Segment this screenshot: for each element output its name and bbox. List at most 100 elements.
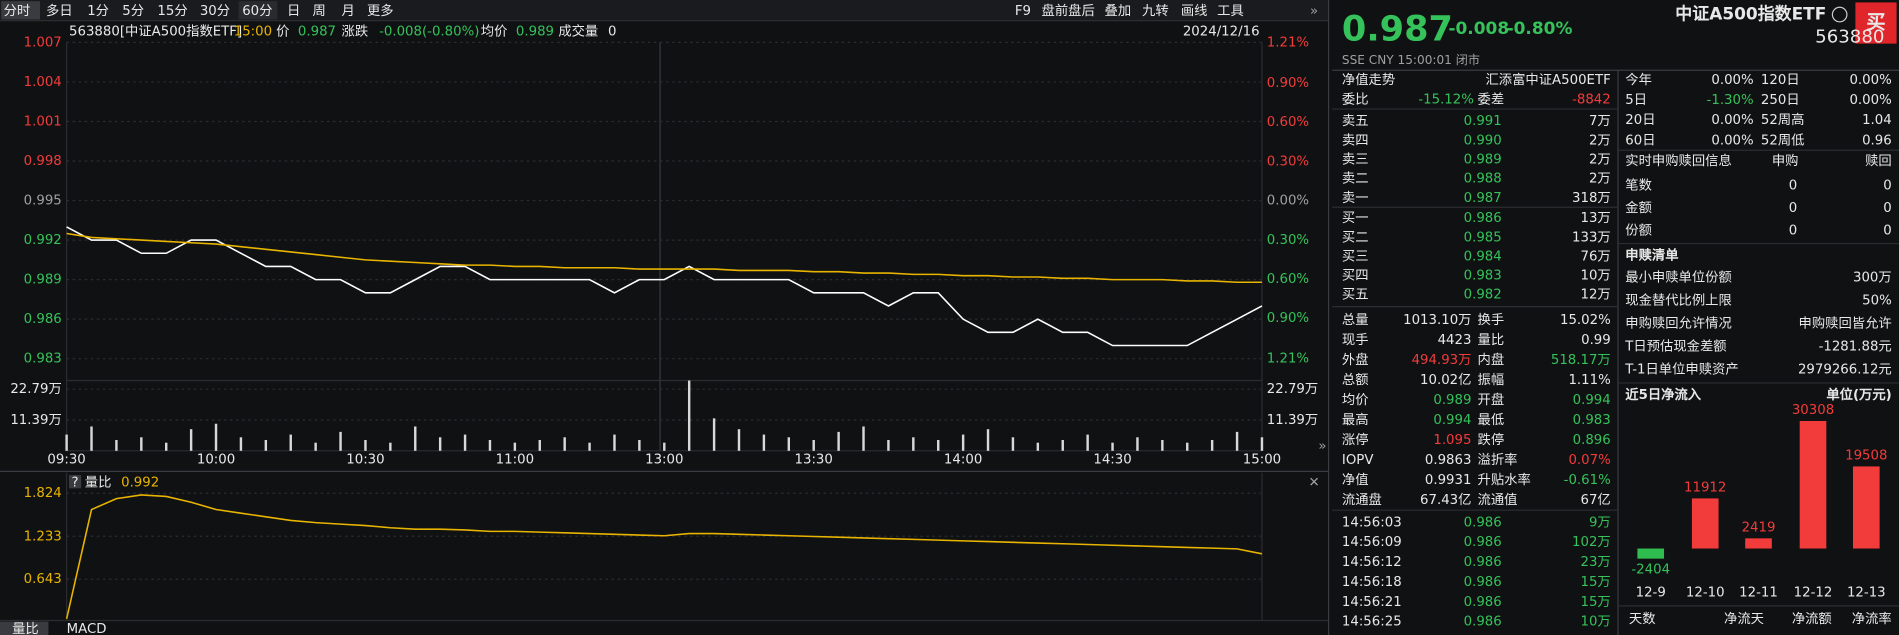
stat-label: 流通值	[1478, 492, 1518, 508]
stat-label: 外盘	[1342, 351, 1369, 368]
toolbar-button[interactable]: 画线	[1181, 3, 1208, 19]
price-line	[66, 232, 1262, 284]
trade-price: 0.986	[1464, 515, 1502, 530]
trade-volume: 15万	[1581, 575, 1611, 590]
toolbar-tab[interactable]: 多日	[46, 2, 73, 19]
volume-tick-label: 11.39万	[1267, 413, 1318, 428]
toolbar-tab[interactable]: 月	[342, 4, 355, 19]
inflow-bar	[1637, 548, 1665, 559]
label: 0.00%	[1711, 133, 1753, 148]
volume-bar	[588, 442, 591, 451]
toolbar-button[interactable]: 工具	[1217, 4, 1244, 19]
stat-label: 总额	[1342, 372, 1369, 388]
price-line	[66, 226, 1263, 347]
y2-tick-label: 0.00%	[1267, 194, 1309, 209]
info-vol-label: 成交量	[558, 23, 598, 40]
info-price-label: 价	[276, 25, 289, 40]
trade-time: 14:56:18	[1342, 575, 1402, 590]
stat-label: 振幅	[1478, 372, 1505, 388]
stat-label: 换手	[1478, 312, 1505, 328]
toolbar-button[interactable]: 九转	[1142, 3, 1169, 19]
volume-tick-label: 11.39万	[10, 413, 61, 428]
toolbar-button[interactable]: 叠加	[1105, 3, 1132, 19]
buy-button[interactable]	[1855, 2, 1897, 44]
book-price: 0.990	[1464, 133, 1502, 148]
info-icon[interactable]	[1831, 6, 1848, 23]
footer-label: 净流天	[1724, 611, 1764, 627]
toolbar-tab[interactable]: 15分	[157, 3, 187, 19]
bottom-tab[interactable]: MACD	[67, 622, 107, 635]
stat-label: 流通盘	[1342, 491, 1382, 508]
x-tick-label: 12-10	[1686, 586, 1725, 601]
label: 委差	[1478, 91, 1505, 107]
label: 52周低	[1761, 132, 1805, 148]
active-tab	[1, 1, 40, 20]
x-tick-label: 12-11	[1739, 586, 1778, 601]
volume-bar	[1011, 437, 1015, 451]
toolbar-button[interactable]: F9	[1015, 4, 1031, 19]
volume-bar	[414, 426, 417, 451]
volume-bar	[1210, 439, 1214, 451]
stat-label: 现手	[1342, 332, 1369, 348]
nav-link[interactable]: 净值走势	[1342, 72, 1395, 88]
volume-bar	[787, 437, 791, 451]
bottom-tab[interactable]: 量比	[12, 621, 39, 635]
change: -0.008	[1448, 18, 1509, 38]
toolbar-tab[interactable]: 日	[287, 4, 300, 19]
volume-bar	[762, 434, 766, 451]
close-icon[interactable]: ✕	[1308, 475, 1319, 490]
toolbar-tab[interactable]: 分时	[4, 3, 31, 19]
help-icon[interactable]	[69, 475, 82, 489]
toolbar-tab[interactable]: 1分	[87, 3, 109, 19]
y-tick-label: 0.992	[24, 233, 62, 248]
y-tick-label: 1.233	[24, 529, 62, 544]
fund-name: 中证A500指数ETF	[1675, 4, 1826, 24]
stat-value: 518.17万	[1551, 353, 1611, 368]
stat-value: 1.095	[1433, 433, 1471, 448]
y-tick-label: 0.643	[24, 572, 62, 587]
help-icon-text: ?	[72, 475, 79, 490]
trade-price: 0.986	[1464, 575, 1502, 590]
book-volume: 318万	[1572, 191, 1611, 206]
volume-bar	[65, 434, 68, 451]
tab-bg	[238, 1, 278, 20]
book-level: 买五	[1342, 287, 1369, 303]
volume-bar	[165, 442, 168, 451]
fund-code: 563880	[1815, 27, 1884, 48]
volume-bar	[438, 437, 442, 451]
toolbar	[0, 0, 1329, 21]
toolbar-tab[interactable]: 60分	[242, 3, 272, 19]
label: 0.00%	[1849, 93, 1891, 108]
book-level: 卖二	[1342, 171, 1369, 187]
volume-bar	[912, 437, 915, 451]
inflow-unit: 单位(万元)	[1826, 386, 1891, 403]
book-volume: 2万	[1589, 152, 1611, 167]
stat-label: 涨停	[1342, 431, 1369, 448]
expand-icon[interactable]: »	[1318, 439, 1326, 454]
toolbar-tab[interactable]: 周	[312, 4, 325, 19]
volume-bar	[687, 380, 691, 451]
label: 申购赎回皆允许	[1799, 316, 1892, 332]
volume-bar	[862, 426, 865, 451]
y-tick-label: 1.824	[24, 486, 62, 501]
x-tick-label: 10:00	[197, 452, 235, 467]
label: 申购赎回允许情况	[1625, 316, 1731, 332]
trade-time: 14:56:03	[1342, 515, 1402, 530]
volume-bar	[538, 439, 541, 451]
x-tick-label: 11:00	[496, 452, 534, 467]
y2-tick-label: 0.60%	[1267, 272, 1309, 287]
collapse-icon[interactable]: »	[1310, 4, 1318, 19]
toolbar-tab[interactable]: 30分	[200, 3, 230, 19]
toolbar-tab[interactable]: 5分	[122, 3, 144, 19]
toolbar-button[interactable]: 盘前盘后	[1042, 2, 1095, 19]
stat-label: 总量	[1342, 312, 1369, 328]
book-level: 买三	[1342, 248, 1369, 264]
y2-tick-label: 0.60%	[1267, 115, 1309, 130]
label: -1.30%	[1707, 93, 1754, 108]
volume-bar	[613, 434, 616, 451]
trade-time: 14:56:09	[1342, 535, 1402, 550]
toolbar-tab[interactable]: 更多	[367, 2, 394, 19]
y2-tick-label: 0.30%	[1267, 154, 1309, 169]
